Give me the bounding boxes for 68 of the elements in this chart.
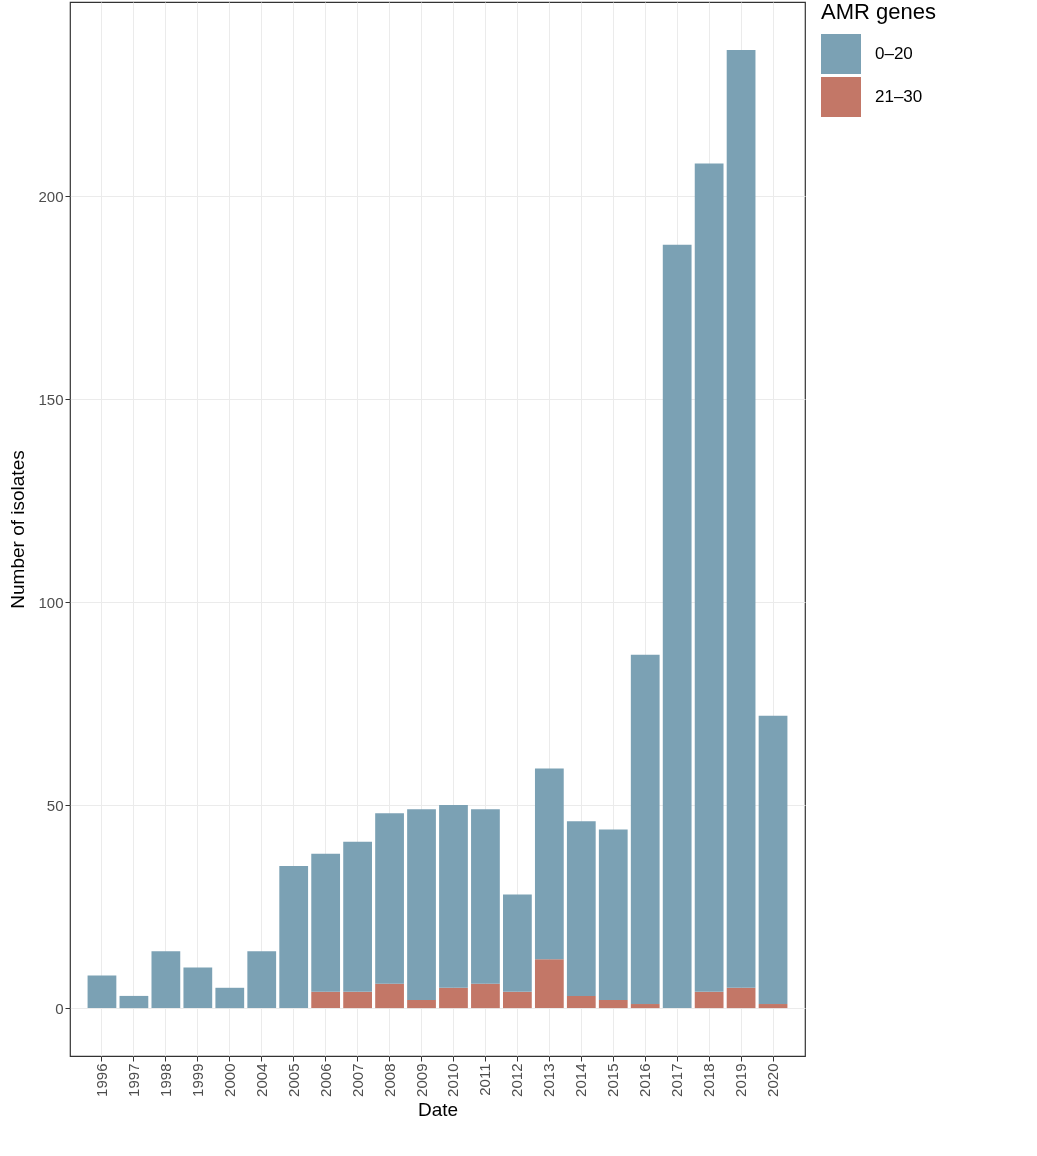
- x-tick-label: 2018: [700, 1063, 718, 1097]
- bar: [375, 813, 404, 984]
- bar: [694, 991, 724, 1009]
- bar: [247, 951, 277, 1009]
- bar: [662, 244, 692, 1009]
- x-tick-label: 2019: [732, 1063, 750, 1097]
- x-tick-label: 2015: [604, 1063, 622, 1097]
- x-tick-label: 2011: [476, 1063, 494, 1096]
- x-tick-label: 2005: [284, 1063, 302, 1097]
- y-axis-title: Number of isolates: [7, 450, 29, 609]
- bar: [151, 951, 181, 1009]
- x-tick-label: 2016: [636, 1063, 654, 1097]
- x-tick-label: 2012: [508, 1063, 526, 1097]
- x-tick-label: 2014: [572, 1063, 590, 1097]
- x-tick-label: 2008: [380, 1063, 398, 1097]
- legend-title: AMR genes: [821, 0, 936, 24]
- x-axis-title: Date: [417, 1098, 459, 1120]
- x-tick-label: 1996: [92, 1063, 110, 1097]
- bar: [598, 829, 628, 1000]
- bar: [534, 768, 564, 960]
- x-tick-label: 2006: [316, 1063, 334, 1097]
- bar: [439, 805, 468, 988]
- bar: [630, 1004, 660, 1009]
- bar: [311, 991, 341, 1009]
- x-tick-label: 2017: [668, 1063, 686, 1097]
- y-tick-label: 50: [46, 796, 64, 814]
- y-tick-label: 200: [38, 187, 64, 205]
- bar: [694, 163, 724, 992]
- bar: [471, 809, 500, 984]
- x-tick-label: 2000: [220, 1063, 238, 1097]
- x-tick-label: 2007: [348, 1063, 366, 1097]
- bar: [311, 853, 341, 992]
- bar: [279, 865, 309, 1009]
- y-tick-label: 0: [55, 999, 64, 1017]
- legend-label: 21–30: [875, 87, 923, 106]
- x-tick-label: 2013: [540, 1063, 558, 1097]
- bar: [503, 894, 532, 992]
- bar: [343, 991, 372, 1009]
- bar: [215, 987, 245, 1009]
- bar: [566, 821, 596, 996]
- bar: [758, 1004, 788, 1009]
- x-tick-label: 2020: [764, 1063, 782, 1097]
- x-tick-label: 2004: [252, 1063, 270, 1097]
- bar: [407, 809, 436, 1000]
- y-tick-label: 100: [38, 593, 64, 611]
- bar: [87, 975, 117, 1009]
- bar: [726, 49, 756, 988]
- bar: [758, 715, 788, 1005]
- bar: [630, 654, 660, 1005]
- bar: [343, 841, 372, 992]
- y-tick-label: 150: [38, 390, 64, 408]
- x-tick-label: 2010: [444, 1063, 462, 1097]
- bar: [439, 987, 468, 1009]
- bar: [503, 991, 532, 1009]
- x-tick-label: 1998: [156, 1063, 174, 1097]
- bar: [119, 995, 149, 1009]
- bar: [375, 983, 404, 1009]
- bar: [471, 983, 500, 1009]
- bar: [534, 959, 564, 1009]
- bar: [598, 999, 628, 1009]
- legend-label: 0–20: [875, 44, 913, 63]
- x-tick-label: 1997: [124, 1063, 142, 1097]
- x-tick-label: 2009: [412, 1063, 430, 1097]
- bar: [726, 987, 756, 1009]
- bar: [183, 967, 213, 1009]
- x-tick-label: 1999: [188, 1063, 206, 1097]
- bar: [407, 999, 436, 1009]
- bar: [566, 995, 596, 1009]
